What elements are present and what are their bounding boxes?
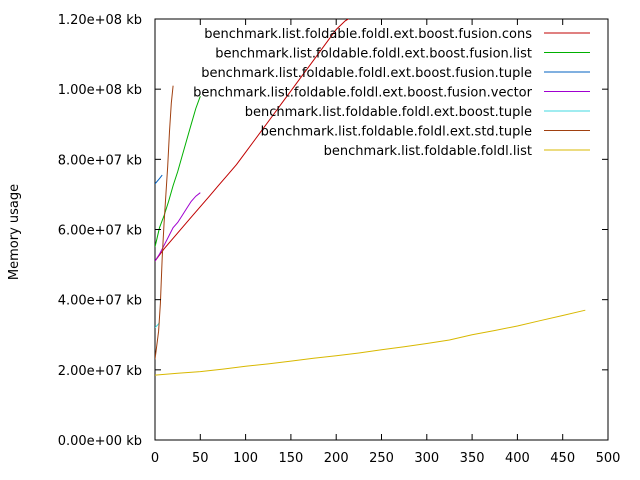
series-line-0 [155,19,350,262]
x-tick-label: 450 [550,451,575,466]
y-tick-label: 4.00e+07 kb [58,294,142,309]
legend-label-0: benchmark.list.foldable.foldl.ext.boost.… [204,27,532,42]
axes-ticks: 0 50 100 150 200 250 300 350 400 450 500 0.00e+00 k… [58,13,621,466]
y-axis-title: Memory usage [7,184,22,280]
x-tick-label: 250 [369,451,394,466]
legend-label-6: benchmark.list.foldable.foldl.list [324,144,532,159]
series-line-1 [155,96,201,248]
x-tick-label: 350 [460,451,485,466]
series-line-2 [155,174,163,185]
x-tick-label: 200 [324,451,349,466]
legend-label-4: benchmark.list.foldable.foldl.ext.boost.… [245,105,532,120]
y-tick-label: 1.20e+08 kb [58,13,142,28]
x-tick-label: 100 [233,451,258,466]
y-tick-label: 1.00e+08 kb [58,83,142,98]
y-tick-label: 8.00e+07 kb [58,153,142,168]
y-axis-title-group: Memory usage [7,184,22,280]
series-line-5 [155,85,174,360]
legend-label-3: benchmark.list.foldable.foldl.ext.boost.… [193,86,532,101]
y-tick-label: 0.00e+00 kb [58,434,142,449]
series-line-6 [155,309,586,376]
x-tick-label: 500 [596,451,621,466]
y-tick-label: 2.00e+07 kb [58,364,142,379]
y-tick-label: 6.00e+07 kb [58,224,142,239]
legend-label-5: benchmark.list.foldable.foldl.ext.std.tu… [261,125,532,140]
legend-label-2: benchmark.list.foldable.foldl.ext.boost.… [201,66,532,81]
x-tick-label: 400 [505,451,530,466]
plot-frame [154,18,609,441]
legend: benchmark.list.foldable.foldl.ext.boost.… [193,27,590,159]
x-tick-label: 300 [414,451,439,466]
legend-label-1: benchmark.list.foldable.foldl.ext.boost.… [215,47,532,62]
x-tick-label: 50 [192,451,209,466]
x-tick-label: 0 [151,451,159,466]
series-line-3 [155,192,201,262]
x-tick-label: 150 [278,451,303,466]
